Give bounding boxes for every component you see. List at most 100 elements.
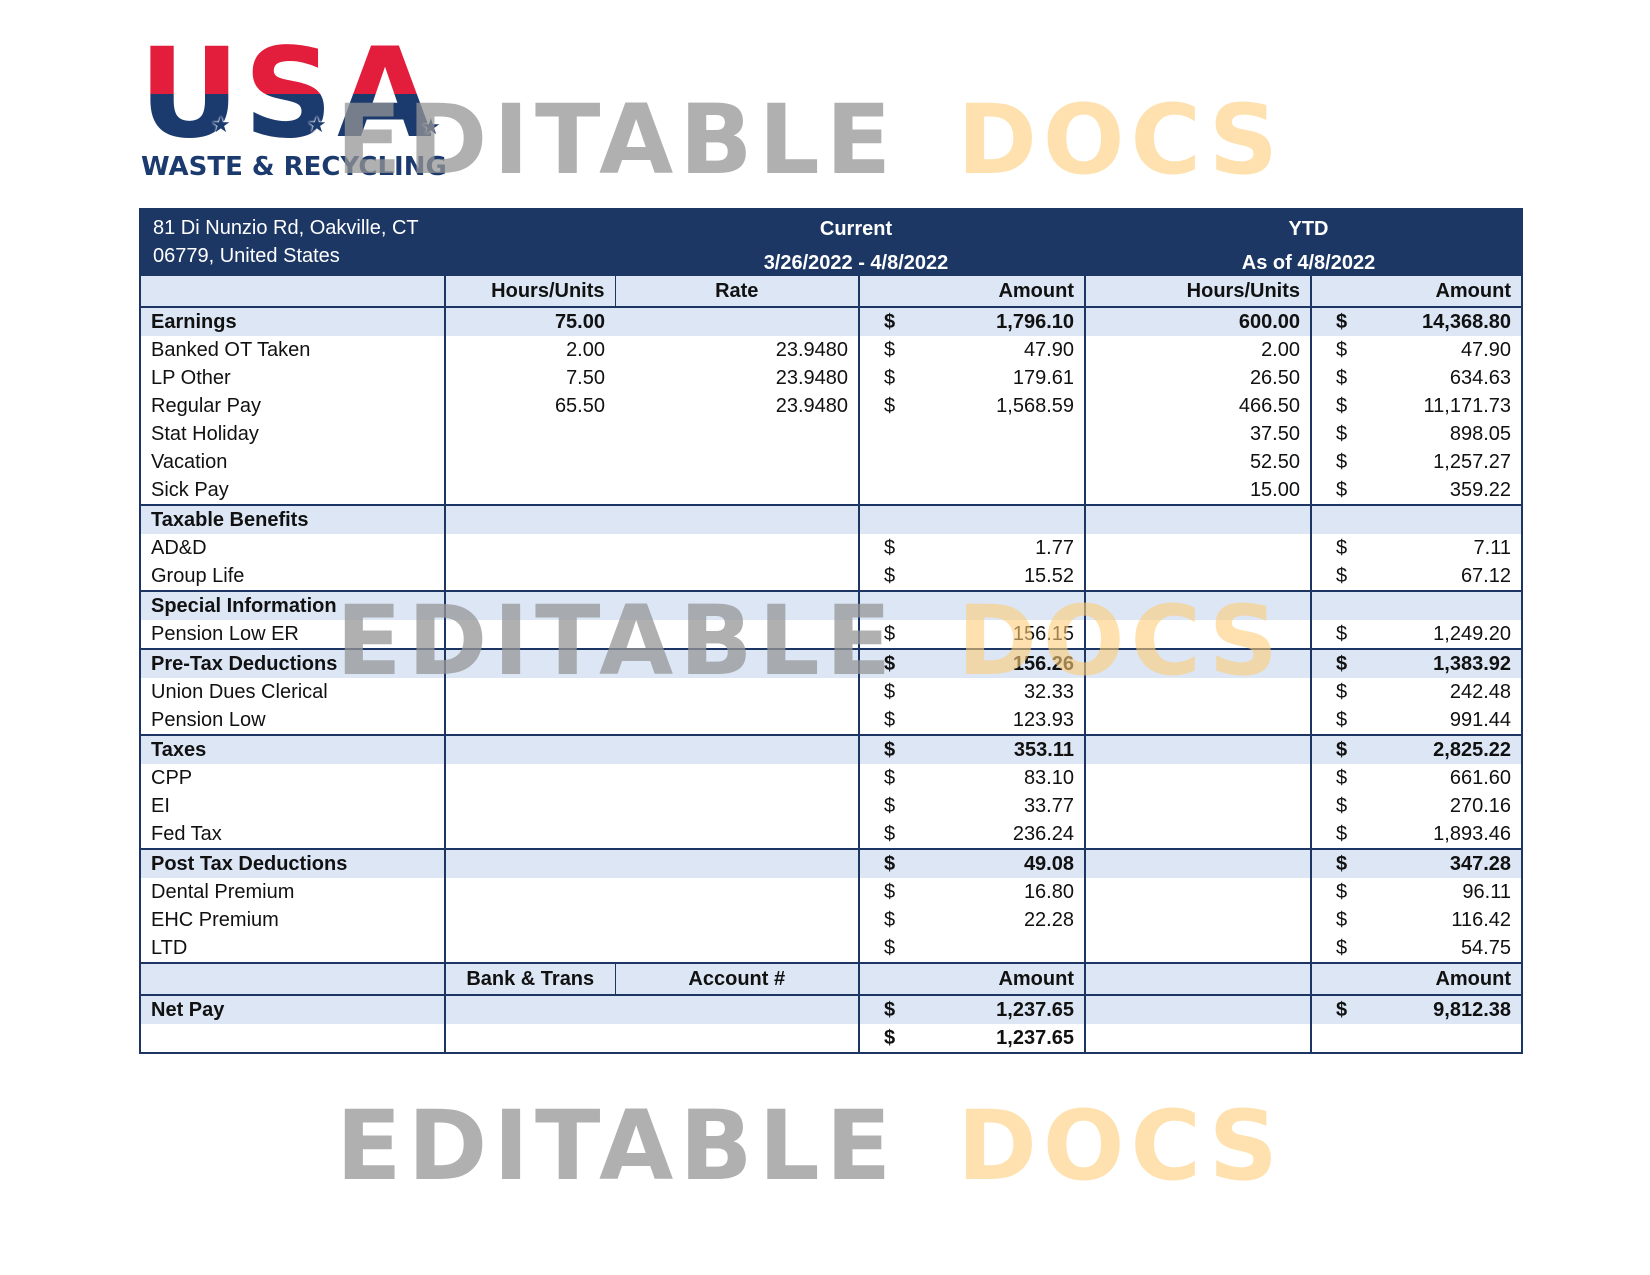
empty-cell: [1084, 562, 1311, 591]
dollar-sign: $: [884, 681, 896, 703]
row-ytd-amount: 116.42: [1451, 909, 1511, 931]
empty-cell: [1084, 792, 1311, 820]
ytd-block: YTD As of 4/8/2022: [1096, 212, 1521, 280]
empty-cell: [1084, 1024, 1311, 1052]
empty-cell: [444, 448, 615, 476]
current-label: Current: [819, 218, 893, 240]
empty-cell: [1084, 995, 1311, 1024]
empty-cell: [1084, 678, 1311, 706]
dollar-sign: $: [1336, 681, 1348, 703]
empty-cell: [1084, 534, 1311, 562]
table-row: LTD $ $54.75: [141, 934, 1521, 963]
logo-letter-s: S: [243, 22, 333, 166]
empty-cell: [444, 934, 859, 963]
dollar-sign: $: [1336, 537, 1348, 559]
empty-cell: [858, 448, 1085, 476]
table-row: Pension Low ER $156.15 $1,249.20: [141, 620, 1521, 649]
empty-cell: [615, 307, 859, 336]
dollar-sign: $: [884, 709, 896, 731]
empty-cell: [444, 848, 859, 878]
empty-cell: [858, 504, 1085, 534]
row-ytd-amount-cell: $661.60: [1310, 764, 1521, 792]
row-amount-cell: $1,568.59: [858, 392, 1085, 420]
empty-cell: [444, 734, 859, 764]
row-ytd-amount-cell: $116.42: [1310, 906, 1521, 934]
col-ytd-amount: Amount: [1310, 276, 1521, 308]
section-amount-cell: $156.26: [858, 648, 1085, 678]
row-amount: 156.15: [1012, 623, 1074, 645]
row-label: Vacation: [151, 451, 228, 473]
table-row: Regular Pay 65.50 23.9480 $1,568.59 466.…: [141, 392, 1521, 420]
row-ytd-hours: 37.50: [1084, 420, 1311, 448]
row-ytd-amount: 1,249.20: [1433, 623, 1511, 645]
earnings-ytd-hours: 600.00: [1084, 307, 1311, 336]
dollar-sign: $: [1336, 451, 1348, 473]
empty-cell: [1084, 820, 1311, 849]
row-label: Banked OT Taken: [151, 339, 311, 361]
section-label: Taxes: [141, 734, 445, 764]
table-row: EHC Premium $22.28 $116.42: [141, 906, 1521, 934]
empty-cell: [444, 534, 859, 562]
company-logo: U S A ★ ★ ★ WASTE & RECYCLING: [139, 22, 459, 188]
empty-cell: [444, 620, 859, 649]
table-row: Group Life $15.52 $67.12: [141, 562, 1521, 591]
dollar-sign: $: [884, 909, 896, 931]
section-ytd-amount-cell: $347.28: [1310, 848, 1521, 878]
row-amount-cell: $123.93: [858, 706, 1085, 735]
empty-cell: [444, 648, 859, 678]
empty-cell: [858, 476, 1085, 505]
col-net-ytd-amount: Amount: [1310, 962, 1521, 996]
empty-cell: [858, 420, 1085, 448]
dollar-sign: $: [1336, 853, 1348, 875]
row-ytd-amount: 96.11: [1462, 881, 1511, 903]
row-ytd-amount-cell: $991.44: [1310, 706, 1521, 735]
section-label: Earnings: [141, 307, 445, 336]
row-ytd-hours: 2.00: [1084, 336, 1311, 364]
row-amount-cell: $: [858, 934, 1085, 963]
row-ytd-amount: 11,171.73: [1423, 395, 1512, 417]
row-ytd-amount-cell: $270.16: [1310, 792, 1521, 820]
empty-cell: [444, 420, 615, 448]
dollar-sign: $: [884, 565, 896, 587]
empty-cell: [615, 476, 859, 505]
row-amount-cell: $1.77: [858, 534, 1085, 562]
earnings-ytd-amount: 14,368.80: [1422, 311, 1511, 333]
row-amount: 179.61: [1012, 367, 1074, 389]
row-label: LTD: [151, 937, 188, 959]
star-icon: ★: [421, 114, 441, 139]
row-ytd-amount: 359.22: [1449, 479, 1511, 501]
row-ytd-amount: 634.63: [1449, 367, 1511, 389]
empty-cell: [1084, 706, 1311, 735]
empty-cell: [615, 448, 859, 476]
row-label: LP Other: [151, 367, 231, 389]
table-row: LP Other 7.50 23.9480 $179.61 26.50 $634…: [141, 364, 1521, 392]
net-pay-header-row: Bank & Trans Account # Amount Amount: [141, 962, 1521, 996]
row-ytd-amount: 54.75: [1460, 937, 1511, 959]
col-amount: Amount: [858, 276, 1085, 308]
section-ytd-amount: 347.28: [1449, 853, 1511, 875]
row-ytd-amount-cell: $96.11: [1310, 878, 1521, 906]
row-rate: 23.9480: [775, 367, 848, 389]
dollar-sign: $: [1336, 479, 1348, 501]
col-net-amount: Amount: [858, 962, 1085, 996]
table-row: EI $33.77 $270.16: [141, 792, 1521, 820]
row-ytd-hours: 52.50: [1084, 448, 1311, 476]
empty-cell: [858, 590, 1085, 620]
section-ytd-amount-cell: $2,825.22: [1310, 734, 1521, 764]
dollar-sign: $: [1336, 423, 1348, 445]
empty-cell: [444, 562, 859, 591]
net-pay-ytd-amount: 9,812.38: [1433, 999, 1511, 1021]
row-rate: 23.9480: [775, 395, 848, 417]
empty-cell: [444, 476, 615, 505]
company-address: 81 Di Nunzio Rd, Oakville, CT 06779, Uni…: [153, 214, 419, 270]
earnings-deductions-table: Hours/Units Rate Amount Hours/Units Amou…: [141, 276, 1521, 1052]
dollar-sign: $: [884, 853, 896, 875]
row-amount: 83.10: [1023, 767, 1074, 789]
row-amount: 15.52: [1023, 565, 1074, 587]
row-ytd-amount-cell: $1,249.20: [1310, 620, 1521, 649]
section-row-net-pay: Net Pay $1,237.65 $9,812.38: [141, 995, 1521, 1024]
row-label: AD&D: [151, 537, 207, 559]
section-row-pre-tax-deductions: Pre-Tax Deductions $156.26 $1,383.92: [141, 648, 1521, 678]
row-ytd-amount: 1,893.46: [1433, 823, 1511, 845]
row-ytd-amount-cell: $898.05: [1310, 420, 1521, 448]
